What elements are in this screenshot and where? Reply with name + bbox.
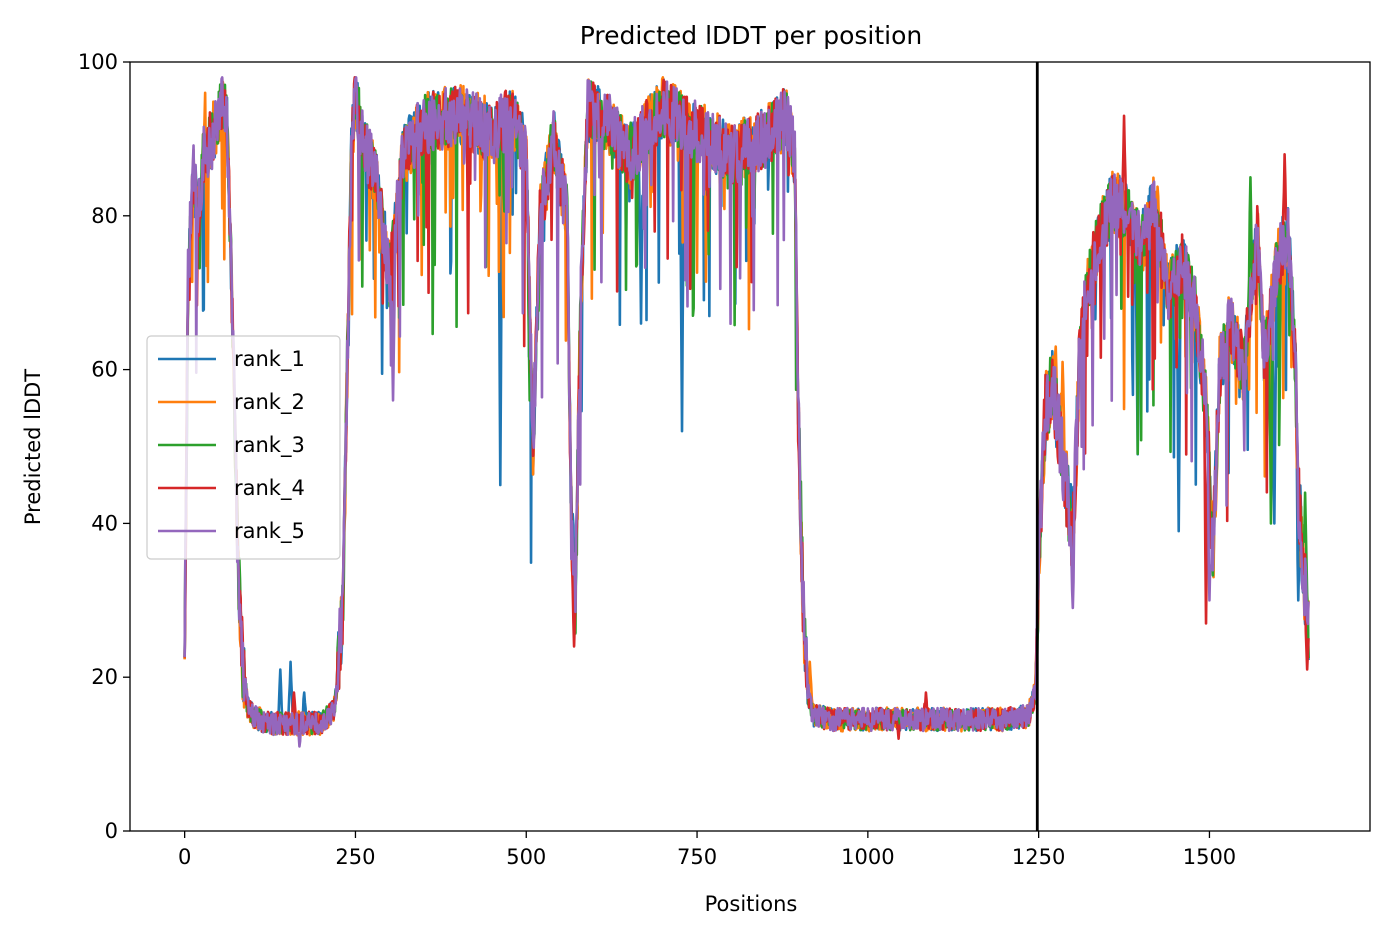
y-axis: 0 20 40 60 80 100 <box>78 50 130 843</box>
y-tick-label: 20 <box>91 665 118 689</box>
legend-label: rank_5 <box>234 519 305 544</box>
x-tick-label: 1500 <box>1183 845 1236 869</box>
legend-label: rank_2 <box>234 390 305 415</box>
y-tick-label: 80 <box>91 204 118 228</box>
y-tick-label: 100 <box>78 50 118 74</box>
y-tick-label: 60 <box>91 358 118 382</box>
legend-label: rank_3 <box>234 433 305 458</box>
series-line-rank-5 <box>183 76 1310 748</box>
legend: rank_1 rank_2 rank_3 rank_4 rank_5 <box>146 335 341 560</box>
axes-frame <box>129 61 1371 832</box>
chart-title: Predicted lDDT per position <box>580 21 922 50</box>
y-tick-label: 40 <box>91 511 118 535</box>
y-axis-label: Predicted lDDT <box>21 369 45 525</box>
x-tick-label: 250 <box>335 845 375 869</box>
y-tick-label: 0 <box>105 819 118 843</box>
x-tick-label: 0 <box>178 845 191 869</box>
legend-box <box>146 335 341 560</box>
legend-label: rank_4 <box>234 476 305 501</box>
x-tick-label: 750 <box>677 845 717 869</box>
x-tick-label: 500 <box>506 845 546 869</box>
x-tick-label: 1250 <box>1012 845 1065 869</box>
x-axis-label: Positions <box>705 892 798 916</box>
x-tick-label: 1000 <box>841 845 894 869</box>
plot-area <box>183 62 1310 831</box>
x-axis: 0 250 500 750 1000 1250 1500 <box>178 831 1236 869</box>
legend-label: rank_1 <box>234 347 305 372</box>
